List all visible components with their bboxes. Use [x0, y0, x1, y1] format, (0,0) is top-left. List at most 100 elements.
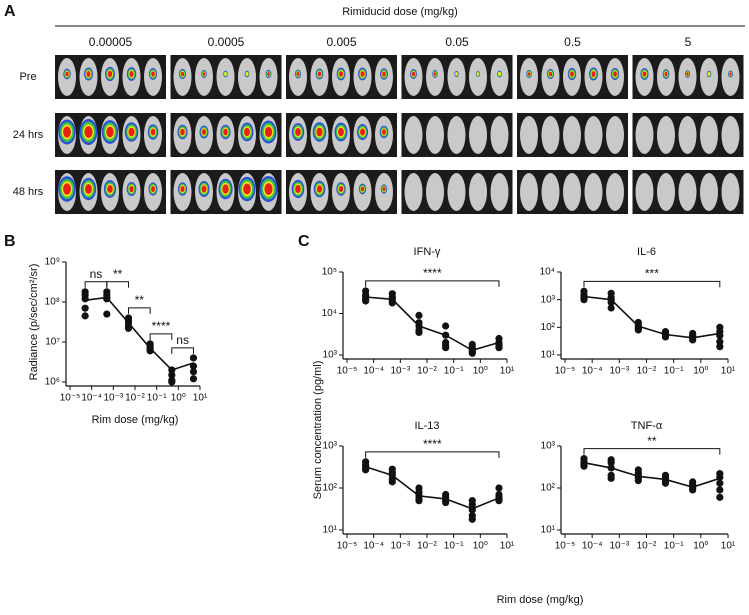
y-tick-label: 10⁸ — [45, 297, 60, 308]
signal — [548, 71, 553, 77]
y-tick-label: 10³ — [541, 294, 556, 305]
data-point — [442, 498, 450, 507]
data-point — [716, 332, 724, 340]
data-point — [607, 298, 615, 306]
y-tick-label: 10⁶ — [45, 377, 60, 388]
x-tick-label: 10⁻⁴ — [582, 366, 603, 377]
data-point — [189, 368, 198, 376]
y-tick-label: 10¹ — [323, 525, 338, 536]
signal — [150, 128, 156, 136]
chart-title: IL-13 — [414, 420, 439, 432]
signal — [591, 71, 596, 77]
panel-label: C — [298, 233, 310, 250]
dose-label: 0.05 — [445, 35, 469, 49]
x-tick-label: 10⁻¹ — [664, 541, 684, 552]
dose-label: 5 — [685, 35, 692, 49]
mouse — [563, 116, 581, 154]
y-tick-label: 10⁷ — [45, 337, 60, 348]
mean-line — [85, 296, 194, 371]
signal — [128, 127, 135, 137]
signal — [107, 70, 113, 78]
data-point — [580, 296, 588, 304]
data-point — [468, 501, 476, 509]
x-tick-label: 10⁻² — [125, 393, 145, 404]
chart-title: IFN-γ — [414, 246, 441, 258]
y-tick-label: 10¹ — [541, 525, 556, 536]
signal — [244, 127, 250, 137]
signal — [642, 71, 647, 77]
data-point — [716, 486, 724, 494]
mouse — [584, 173, 603, 211]
signal — [202, 72, 206, 76]
mouse — [404, 173, 423, 211]
x-tick-label: 10⁻⁴ — [81, 393, 102, 404]
data-point — [388, 299, 396, 307]
significance-label: ** — [113, 267, 123, 281]
data-point — [81, 295, 89, 303]
x-tick-label: 10⁻² — [417, 541, 437, 552]
y-tick-label: 10¹ — [541, 350, 556, 361]
signal — [201, 185, 207, 193]
data-point — [607, 459, 615, 467]
signal — [664, 71, 668, 77]
x-tick-label: 10¹ — [721, 541, 736, 552]
mouse — [469, 116, 487, 154]
mouse — [469, 173, 487, 211]
data-point — [468, 349, 476, 357]
chart-title: TNF-α — [631, 420, 663, 432]
data-point — [689, 486, 697, 494]
dose-label: 0.5 — [564, 35, 581, 49]
x-axis-label: Rim dose (mg/kg) — [92, 414, 179, 426]
significance-bracket — [127, 307, 151, 314]
x-tick-label: 10⁻⁴ — [363, 541, 384, 552]
row-label: 24 hrs — [13, 129, 44, 141]
x-axis-label: Rim dose (mg/kg) — [497, 594, 584, 606]
significance-bracket — [171, 347, 194, 354]
signal — [707, 72, 711, 76]
x-tick-label: 10⁻³ — [390, 541, 410, 552]
x-tick-label: 10¹ — [193, 393, 208, 404]
dose-label: 0.00005 — [89, 35, 133, 49]
signal — [129, 185, 134, 193]
signal — [243, 183, 251, 195]
signal — [382, 186, 386, 192]
x-tick-label: 10⁻³ — [609, 541, 629, 552]
y-tick-label: 10⁴ — [322, 308, 337, 319]
signal — [129, 70, 134, 78]
y-tick-label: 10³ — [323, 350, 338, 361]
mean-line — [365, 296, 500, 352]
y-tick-label: 10⁵ — [322, 267, 337, 278]
data-point — [442, 322, 450, 330]
significance-label: ns — [90, 267, 103, 281]
signal — [295, 184, 301, 194]
x-tick-label: 10⁻³ — [103, 393, 123, 404]
signal — [498, 71, 501, 77]
signal — [180, 186, 185, 192]
signal — [295, 127, 301, 137]
signal — [570, 71, 574, 77]
x-tick-label: 10⁻² — [417, 366, 437, 377]
mouse — [657, 116, 675, 154]
y-axis-label: Serum concentration (pg/ml) — [312, 361, 324, 500]
significance-label: *** — [645, 267, 659, 281]
data-point — [495, 497, 503, 505]
signal — [613, 71, 617, 77]
signal — [245, 71, 249, 77]
signal — [316, 185, 323, 193]
signal — [267, 72, 270, 76]
y-tick-label: 10⁴ — [540, 267, 555, 278]
significance-label: ** — [647, 434, 657, 448]
signal — [222, 184, 229, 194]
x-tick-label: 10⁻³ — [390, 366, 410, 377]
x-tick-label: 10⁻² — [637, 541, 657, 552]
mouse — [447, 173, 466, 211]
x-tick-label: 10⁻⁴ — [582, 541, 603, 552]
data-point — [81, 304, 89, 312]
y-tick-label: 10² — [541, 483, 556, 494]
data-point — [580, 462, 588, 470]
signal — [180, 128, 185, 136]
x-tick-label: 10¹ — [721, 366, 736, 377]
significance-label: ** — [135, 293, 145, 307]
data-point — [189, 354, 198, 362]
